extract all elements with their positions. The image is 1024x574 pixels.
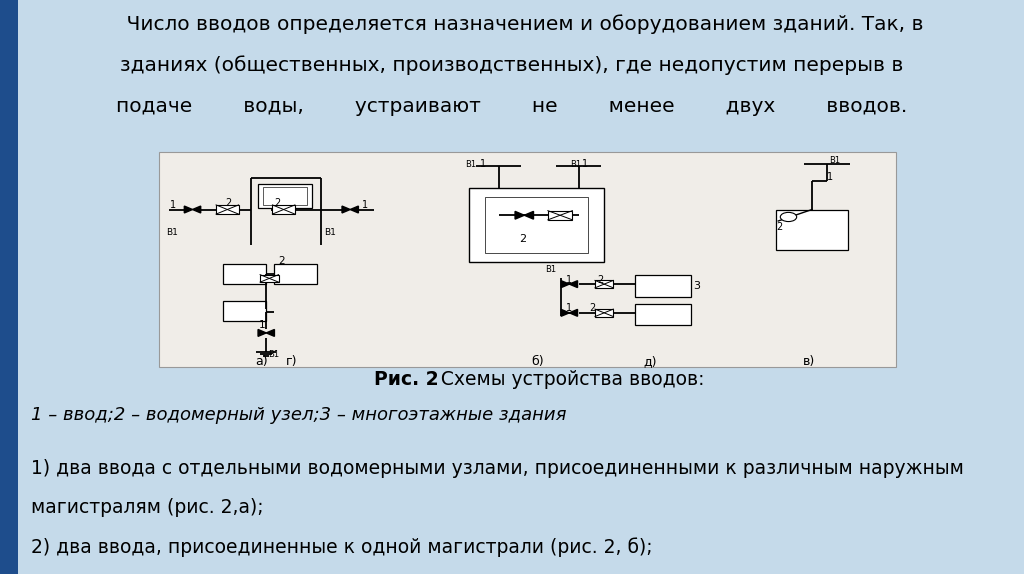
Circle shape	[780, 212, 797, 222]
Text: г): г)	[286, 355, 298, 368]
Polygon shape	[350, 206, 358, 213]
Text: зданиях (общественных, производственных), где недопустим перерыв в: зданиях (общественных, производственных)…	[120, 56, 904, 75]
Text: Рис. 2: Рис. 2	[374, 370, 438, 389]
Polygon shape	[193, 206, 201, 213]
Text: подаче        воды,        устраивают        не        менее        двух        : подаче воды, устраивают не менее двух	[117, 97, 907, 116]
Text: В1: В1	[570, 160, 582, 169]
Bar	[223, 264, 266, 284]
Text: Число вводов определяется назначением и оборудованием зданий. Так, в: Число вводов определяется назначением и …	[100, 14, 924, 34]
Text: 1: 1	[361, 200, 368, 210]
Text: б): б)	[531, 355, 544, 368]
Bar	[595, 281, 613, 288]
Text: . Схемы устройства вводов:: . Схемы устройства вводов:	[429, 370, 705, 389]
Bar	[216, 205, 239, 214]
Text: 2: 2	[519, 234, 525, 245]
Text: В1: В1	[325, 228, 337, 237]
Bar	[263, 187, 307, 205]
Text: 2: 2	[597, 274, 603, 285]
Text: 1: 1	[259, 320, 265, 331]
Text: 1) два ввода с отдельными водомерными узлами, присоединенными к различным наружн: 1) два ввода с отдельными водомерными уз…	[31, 459, 964, 478]
Text: 2: 2	[279, 256, 285, 266]
Text: а): а)	[255, 355, 267, 368]
Bar	[274, 264, 317, 284]
Bar	[159, 152, 896, 367]
Text: магистралям (рис. 2,а);: магистралям (рис. 2,а);	[31, 498, 263, 517]
Bar	[548, 211, 572, 220]
Text: 2: 2	[225, 198, 231, 208]
Text: 1: 1	[566, 274, 572, 285]
Polygon shape	[266, 329, 274, 336]
Bar	[469, 188, 604, 262]
Text: в): в)	[803, 355, 815, 368]
Text: д): д)	[643, 355, 657, 368]
Polygon shape	[561, 281, 569, 288]
Bar	[635, 275, 691, 297]
Text: 3: 3	[693, 281, 700, 291]
Bar	[485, 197, 588, 253]
Text: В1: В1	[268, 350, 280, 359]
Bar	[223, 301, 266, 321]
Bar	[260, 275, 279, 282]
Bar	[635, 304, 691, 325]
Bar	[272, 205, 295, 214]
Polygon shape	[561, 309, 569, 316]
Bar	[0, 0, 18, 574]
Polygon shape	[569, 309, 578, 316]
Text: 1: 1	[582, 158, 588, 169]
Polygon shape	[515, 211, 524, 219]
Text: 1: 1	[566, 303, 572, 313]
Polygon shape	[524, 211, 534, 219]
Polygon shape	[342, 206, 350, 213]
Text: 2) два ввода, присоединенные к одной магистрали (рис. 2, б);: 2) два ввода, присоединенные к одной маг…	[31, 537, 652, 557]
Text: В1: В1	[829, 156, 841, 165]
Text: 1: 1	[827, 172, 834, 182]
Text: 1 – ввод;2 – водомерный узел;3 – многоэтажные здания: 1 – ввод;2 – водомерный узел;3 – многоэт…	[31, 406, 566, 424]
Text: 2: 2	[776, 222, 782, 232]
Text: В1: В1	[465, 160, 476, 169]
Polygon shape	[184, 206, 193, 213]
Text: В1: В1	[166, 228, 178, 237]
Bar	[776, 210, 848, 250]
Polygon shape	[258, 329, 266, 336]
Text: 2: 2	[589, 303, 595, 313]
Text: 1: 1	[480, 158, 486, 169]
Text: 2: 2	[274, 198, 281, 208]
Bar	[258, 184, 312, 208]
Text: 1: 1	[170, 200, 176, 210]
Bar	[595, 309, 613, 317]
Polygon shape	[569, 281, 578, 288]
Text: В1: В1	[545, 265, 556, 274]
